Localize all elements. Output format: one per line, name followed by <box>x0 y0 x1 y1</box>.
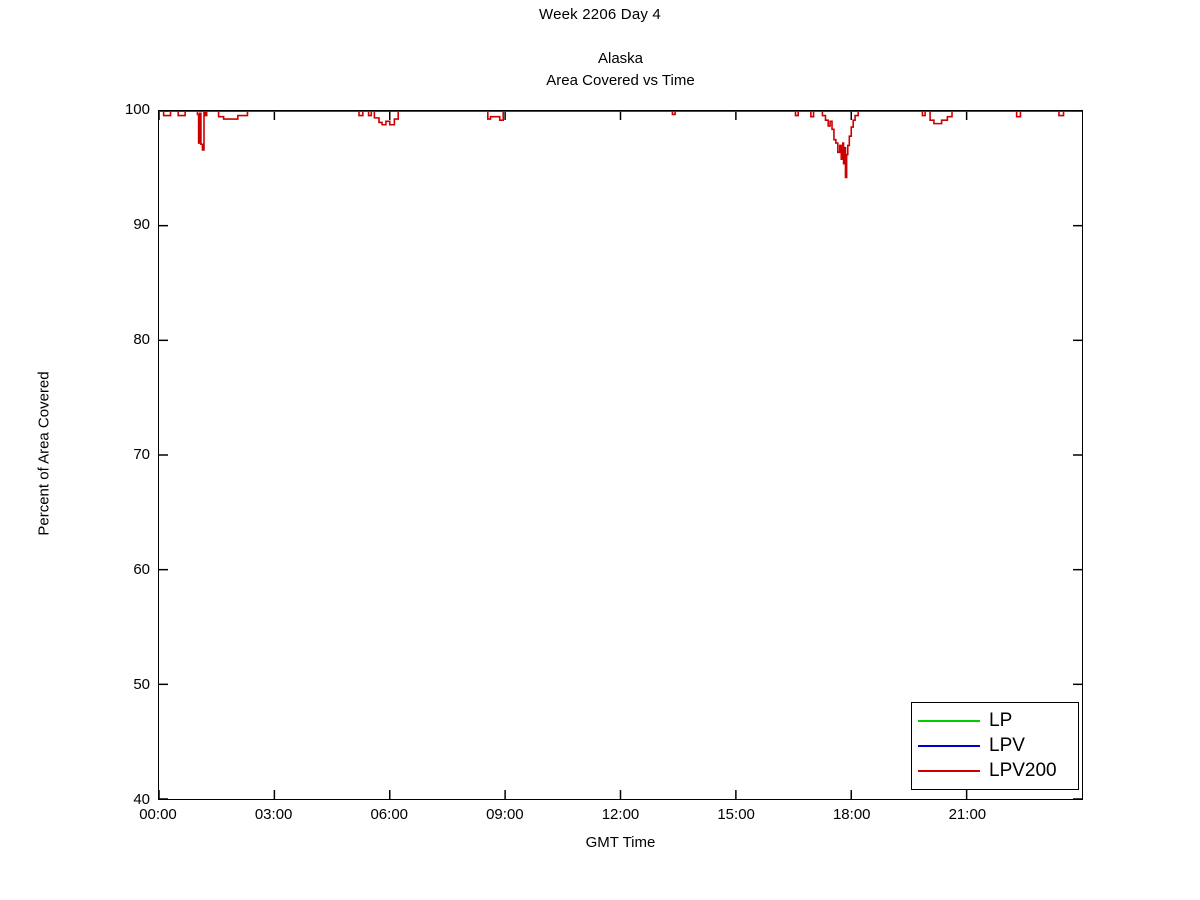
x-tick-label: 03:00 <box>254 806 293 823</box>
axes-title: Alaska Area Covered vs Time <box>158 48 1083 92</box>
y-tick-label: 100 <box>124 101 150 118</box>
x-tick-label: 09:00 <box>486 806 524 823</box>
y-tick-label: 40 <box>133 791 150 808</box>
legend-item-lpv[interactable]: LPV <box>918 733 1072 758</box>
legend-label: LP <box>989 710 1013 731</box>
axes-title-line1: Alaska <box>597 50 644 67</box>
y-tick-label: 50 <box>133 676 150 693</box>
x-tick-label: 15:00 <box>717 806 755 823</box>
plot-svg <box>159 111 1082 799</box>
x-tick-label: 00:00 <box>139 806 177 823</box>
x-tick-label: 06:00 <box>370 806 409 823</box>
legend-item-lpv200[interactable]: LPV200 <box>918 758 1072 783</box>
y-tick-label: 80 <box>133 331 150 348</box>
x-axis-label: GMT Time <box>585 834 656 851</box>
series-line-lpv200 <box>159 111 1082 178</box>
legend-box: LP LPV LPV200 <box>911 702 1079 790</box>
legend-swatch-lpv200 <box>918 769 980 772</box>
legend-swatch-lp <box>918 719 980 722</box>
y-tick-label: 70 <box>133 446 150 463</box>
x-axis-tick-labels: 00:00 03:00 06:00 09:00 12:00 15:00 18:00 21:00 <box>139 806 1083 830</box>
legend-swatch-lpv <box>918 744 980 747</box>
y-tick-label: 90 <box>133 216 150 233</box>
x-tick-label: 21:00 <box>948 806 987 823</box>
x-tick-label: 18:00 <box>832 806 871 823</box>
figure-suptitle: Week 2206 Day 4 <box>539 6 661 23</box>
plot-area <box>158 110 1083 800</box>
y-axis-label: Percent of Area Covered <box>35 371 53 536</box>
legend-label: LPV200 <box>989 760 1057 781</box>
legend-item-lp[interactable]: LP <box>918 708 1072 733</box>
x-tick-label: 12:00 <box>601 806 640 823</box>
legend-label: LPV <box>989 735 1025 756</box>
axes-title-line2: Area Covered vs Time <box>546 72 695 89</box>
y-axis-tick-labels: 40 50 60 70 80 90 100 <box>100 101 150 808</box>
y-tick-label: 60 <box>133 561 150 578</box>
